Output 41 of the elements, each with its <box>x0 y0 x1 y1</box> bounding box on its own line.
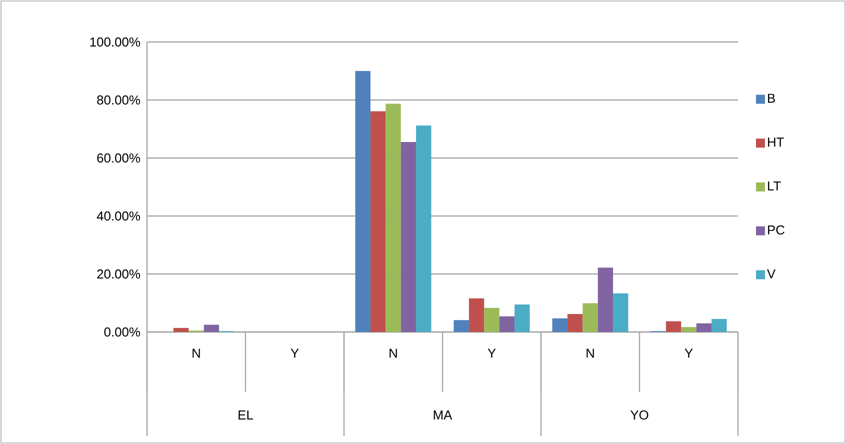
bar <box>173 328 189 332</box>
x-tick-label: Y <box>488 348 496 358</box>
x-tick-label: N <box>390 348 397 358</box>
bar <box>567 314 583 332</box>
y-tick-label: 80.00% <box>97 95 140 105</box>
legend-label: PC <box>768 225 784 235</box>
legend-label: V <box>767 269 776 278</box>
text: EL <box>238 410 253 420</box>
x-tick-label: N <box>586 348 594 358</box>
bar <box>666 321 682 332</box>
bar <box>696 323 712 332</box>
bar <box>552 318 568 332</box>
x-tick-label: N <box>192 348 200 358</box>
bar <box>400 142 416 332</box>
bar <box>386 104 401 332</box>
bar <box>370 111 386 332</box>
text: YO <box>630 410 648 420</box>
y-tick-label: 20.00% <box>97 269 140 279</box>
bar <box>484 308 500 332</box>
y-tick-label: 40.00% <box>96 211 140 221</box>
bar <box>499 316 515 332</box>
legend-label: HT <box>768 138 784 147</box>
bar <box>416 126 432 332</box>
y-tick-label: 60.00% <box>97 153 140 163</box>
bar <box>613 293 628 332</box>
text: MA <box>434 410 452 420</box>
y-tick-label: 0.00% <box>104 327 140 337</box>
bar <box>204 324 220 332</box>
bar <box>454 320 469 332</box>
legend-label: LT <box>768 182 781 190</box>
bar <box>468 298 484 332</box>
bar <box>598 268 614 332</box>
bar <box>514 304 530 332</box>
bar <box>712 318 727 332</box>
bar <box>582 303 598 332</box>
bar <box>681 327 696 332</box>
x-tick-label: Y <box>290 348 299 358</box>
y-tick-label: 100.00% <box>90 37 140 47</box>
bar <box>355 70 370 332</box>
x-tick-label: Y <box>684 348 693 358</box>
legend-label: B <box>768 94 775 103</box>
